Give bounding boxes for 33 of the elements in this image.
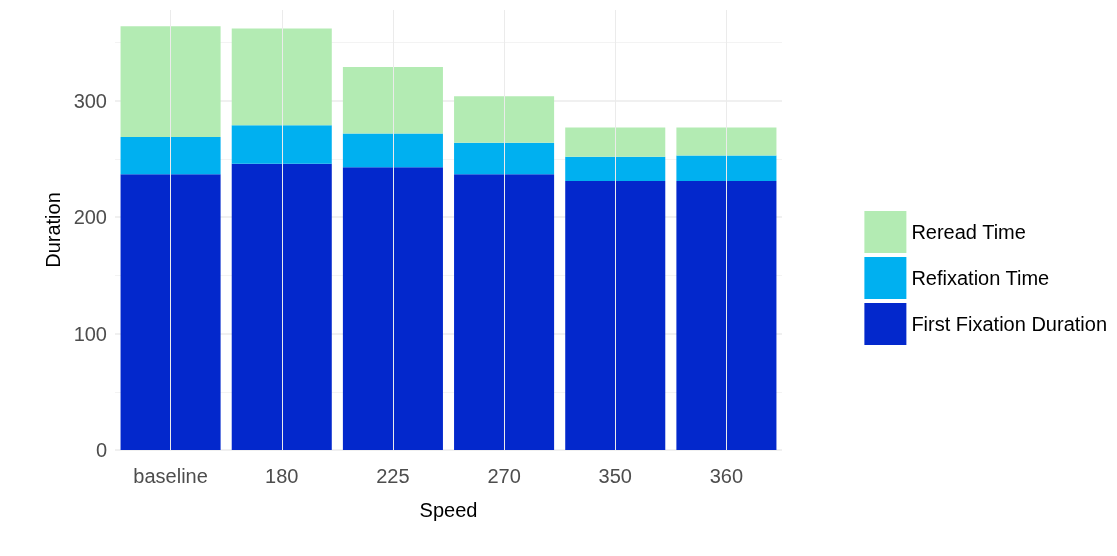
bar [342, 133, 443, 168]
bar [120, 26, 221, 137]
bar [231, 125, 332, 164]
legend-label: First Fixation Duration [911, 313, 1108, 335]
legend-label: Refixation Time [911, 267, 1050, 289]
legend-label: Reread Time [911, 221, 1026, 243]
bar [231, 163, 332, 450]
bar [120, 136, 221, 175]
y-axis-title: Duration [41, 192, 64, 268]
y-tick-label: 200 [73, 206, 107, 229]
bar [454, 96, 555, 143]
y-tick-label: 300 [73, 89, 107, 112]
bar [454, 174, 555, 450]
bar [565, 181, 666, 450]
bar [676, 181, 777, 450]
bar [342, 167, 443, 450]
x-tick-label: 270 [487, 465, 521, 487]
bar [565, 127, 666, 157]
bar [454, 142, 555, 175]
x-tick-label: baseline [133, 465, 208, 487]
bar [565, 156, 666, 182]
bar [231, 28, 332, 126]
bar [676, 127, 777, 156]
bar [342, 67, 443, 134]
y-tick-label: 100 [73, 322, 107, 345]
bar [676, 155, 777, 182]
x-tick-label: 360 [709, 465, 744, 487]
x-tick-label: 225 [376, 465, 410, 487]
x-tick-label: 180 [265, 465, 299, 487]
x-axis-title: Speed [419, 499, 478, 521]
bar [120, 174, 221, 450]
y-tick-label: 0 [95, 439, 107, 461]
x-tick-label: 350 [598, 465, 632, 487]
